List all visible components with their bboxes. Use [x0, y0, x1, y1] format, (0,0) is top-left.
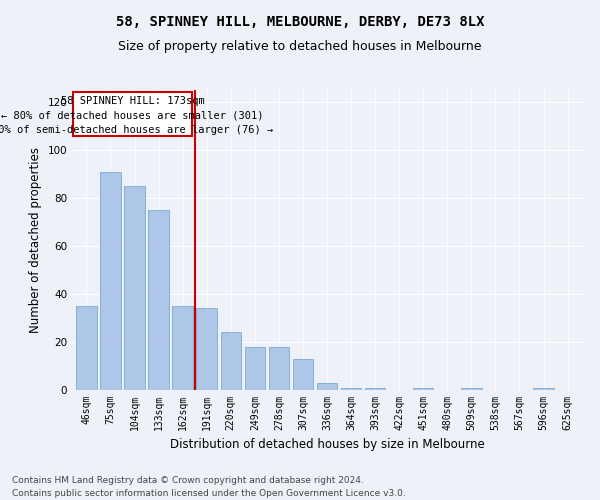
Bar [76, 306, 97, 390]
Bar [172, 306, 193, 390]
Bar [196, 308, 217, 390]
Bar [221, 332, 241, 390]
Bar [413, 388, 433, 390]
Bar [124, 186, 145, 390]
Text: ← 80% of detached houses are smaller (301): ← 80% of detached houses are smaller (30… [1, 110, 264, 120]
Text: 58 SPINNEY HILL: 173sqm: 58 SPINNEY HILL: 173sqm [61, 96, 205, 106]
Text: 20% of semi-detached houses are larger (76) →: 20% of semi-detached houses are larger (… [0, 125, 274, 135]
Text: Size of property relative to detached houses in Melbourne: Size of property relative to detached ho… [118, 40, 482, 53]
X-axis label: Distribution of detached houses by size in Melbourne: Distribution of detached houses by size … [170, 438, 484, 452]
Bar [365, 388, 385, 390]
Bar [533, 388, 554, 390]
Bar [269, 347, 289, 390]
FancyBboxPatch shape [73, 92, 192, 136]
Bar [293, 359, 313, 390]
Text: Contains public sector information licensed under the Open Government Licence v3: Contains public sector information licen… [12, 488, 406, 498]
Bar [317, 383, 337, 390]
Y-axis label: Number of detached properties: Number of detached properties [29, 147, 42, 333]
Bar [245, 347, 265, 390]
Bar [100, 172, 121, 390]
Bar [148, 210, 169, 390]
Text: Contains HM Land Registry data © Crown copyright and database right 2024.: Contains HM Land Registry data © Crown c… [12, 476, 364, 485]
Bar [461, 388, 482, 390]
Bar [341, 388, 361, 390]
Text: 58, SPINNEY HILL, MELBOURNE, DERBY, DE73 8LX: 58, SPINNEY HILL, MELBOURNE, DERBY, DE73… [116, 15, 484, 29]
